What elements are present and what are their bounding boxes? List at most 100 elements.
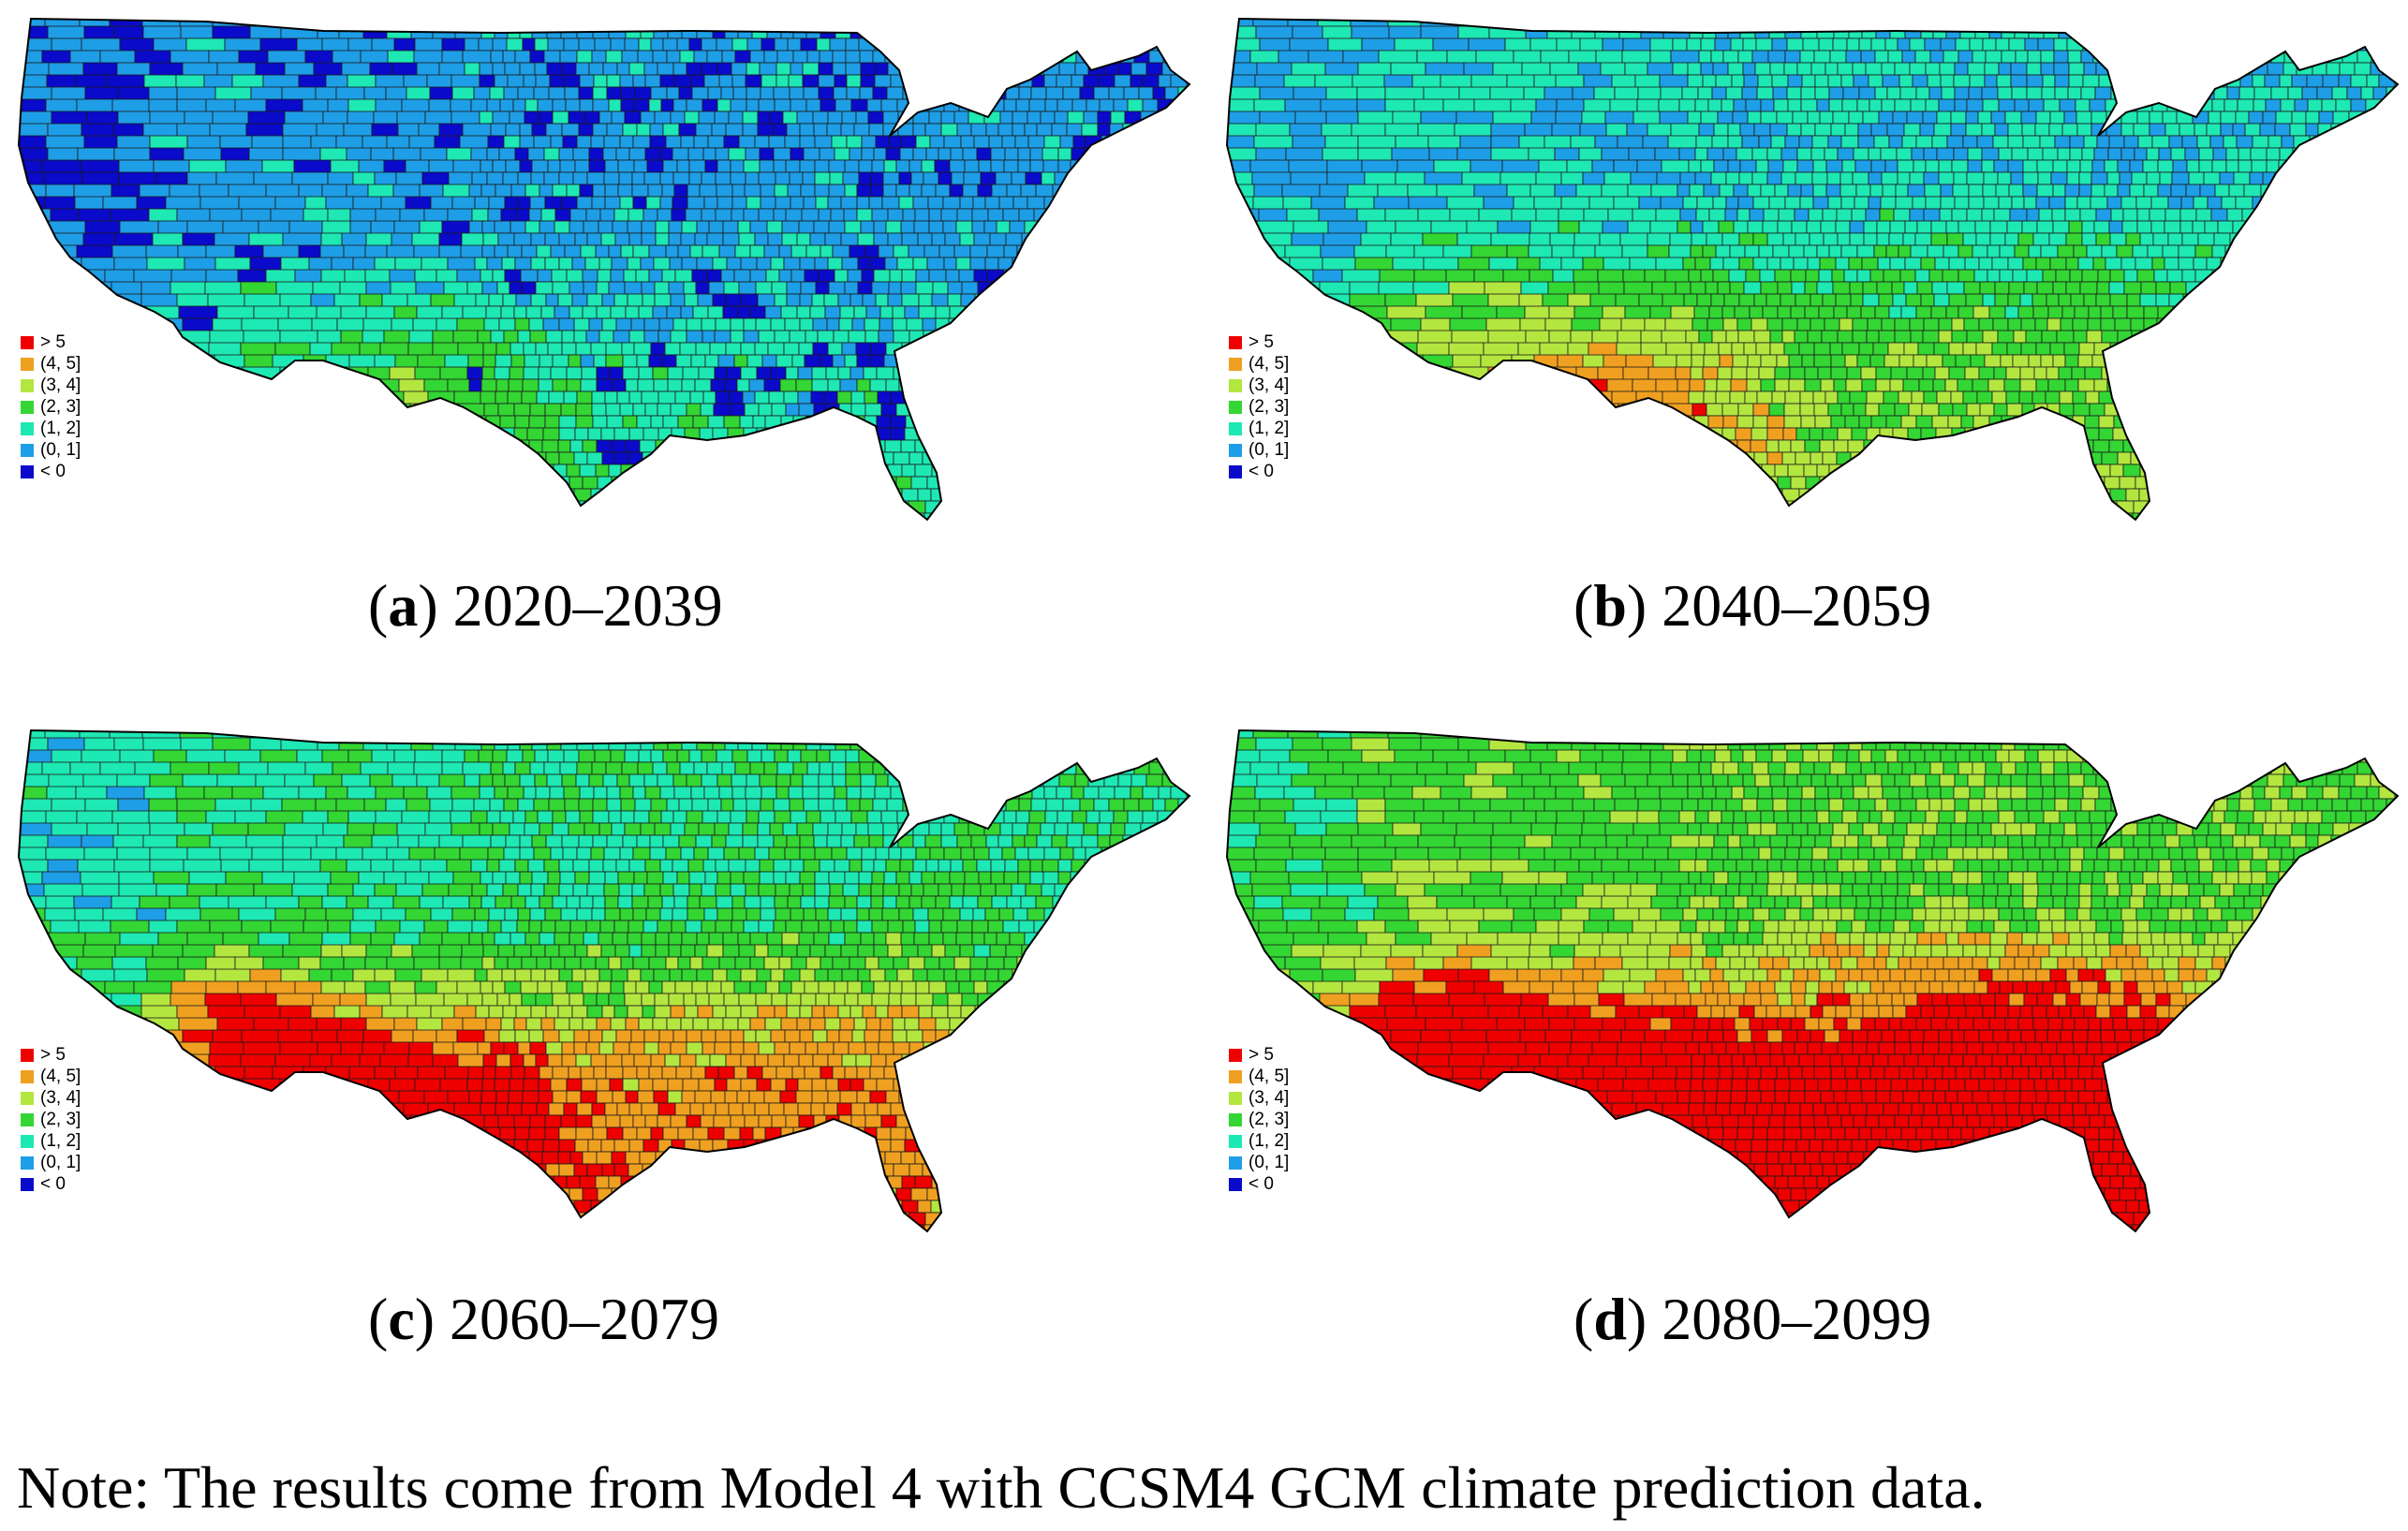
county-cell	[2076, 110, 2092, 125]
county-cell	[2149, 208, 2166, 222]
county-cell	[312, 512, 338, 520]
county-cell	[581, 366, 598, 380]
county-cell	[561, 123, 580, 137]
county-cell	[1084, 196, 1098, 210]
county-cell	[1178, 342, 1189, 356]
county-cell	[2104, 159, 2119, 173]
county-cell	[1087, 464, 1104, 478]
county-cell	[1039, 25, 1055, 39]
county-cell	[1123, 86, 1140, 100]
county-cell	[984, 257, 999, 271]
county-cell	[2170, 147, 2186, 161]
county-cell	[841, 257, 859, 271]
county-cell	[1882, 184, 1897, 198]
county-cell	[1175, 305, 1189, 319]
county-cell	[1784, 196, 1801, 210]
county-cell	[1969, 37, 1984, 52]
county-cell	[901, 488, 919, 502]
county-cell	[715, 317, 731, 331]
county-cell	[917, 342, 931, 356]
county-cell	[1035, 500, 1050, 514]
county-cell	[672, 317, 687, 331]
county-cell	[909, 50, 925, 64]
county-cell	[770, 366, 787, 380]
county-cell	[1932, 19, 1947, 27]
county-cell	[487, 537, 501, 538]
county-cell	[784, 476, 800, 490]
county-cell	[632, 135, 651, 149]
county-cell	[1766, 257, 1781, 271]
county-cell	[82, 451, 112, 481]
county-cell	[1987, 269, 2001, 283]
county-cell	[1962, 232, 1977, 246]
county-cell	[139, 464, 170, 493]
county-cell	[2041, 330, 2058, 344]
county-cell	[486, 171, 504, 185]
county-cell	[473, 86, 491, 100]
county-cell	[2022, 135, 2041, 149]
county-cell	[1687, 74, 1704, 88]
county-cell	[1091, 525, 1105, 537]
county-cell	[1022, 50, 1037, 64]
county-cell	[1391, 366, 1424, 396]
county-cell	[918, 366, 936, 380]
county-cell	[2059, 98, 2076, 112]
county-cell	[678, 86, 693, 100]
county-cell	[547, 37, 565, 52]
county-cell	[1853, 147, 1869, 161]
county-cell	[1280, 293, 1314, 323]
county-cell	[19, 281, 48, 311]
county-cell	[1877, 257, 1891, 271]
county-cell	[752, 464, 769, 478]
county-cell	[451, 537, 472, 538]
county-cell	[1186, 110, 1189, 125]
county-cell	[849, 293, 864, 307]
county-cell	[768, 476, 786, 490]
county-cell	[1100, 354, 1114, 368]
county-cell	[2146, 25, 2161, 39]
county-cell	[876, 415, 892, 429]
county-cell	[1079, 330, 1097, 344]
county-cell	[943, 537, 956, 538]
county-cell	[634, 488, 648, 502]
county-cell	[464, 37, 480, 52]
county-cell	[2364, 330, 2379, 344]
county-cell	[2297, 293, 2313, 307]
county-cell	[514, 147, 529, 161]
county-cell	[1708, 208, 1726, 222]
county-cell	[976, 37, 995, 52]
county-cell	[2090, 196, 2108, 210]
county-cell	[376, 537, 402, 538]
county-cell	[858, 171, 872, 185]
county-cell	[2139, 232, 2154, 246]
county-cell	[2185, 184, 2201, 198]
county-cell	[942, 342, 957, 356]
county-cell	[1898, 74, 1913, 88]
county-cell	[915, 354, 930, 368]
county-cell	[2155, 281, 2171, 295]
county-cell	[2157, 159, 2174, 173]
county-cell	[486, 98, 501, 112]
county-cell	[1799, 196, 1814, 210]
county-cell	[337, 500, 362, 520]
county-cell	[1046, 208, 1064, 222]
county-cell	[2304, 196, 2319, 210]
county-cell	[2201, 281, 2217, 295]
county-cell	[1729, 281, 1745, 295]
county-cell	[767, 232, 783, 246]
county-cell	[1957, 244, 1973, 258]
county-cell	[844, 464, 860, 478]
county-cell	[1747, 220, 1764, 234]
county-cell	[693, 537, 705, 538]
county-cell	[2048, 232, 2067, 246]
county-cell	[536, 244, 552, 258]
county-cell	[655, 232, 670, 246]
county-cell	[662, 159, 678, 173]
county-cell	[523, 74, 537, 88]
county-cell	[292, 390, 329, 420]
county-cell	[730, 439, 746, 453]
county-cell	[1820, 378, 1835, 392]
county-cell	[1804, 305, 1820, 319]
county-cell	[1159, 25, 1176, 39]
county-cell	[217, 476, 248, 506]
